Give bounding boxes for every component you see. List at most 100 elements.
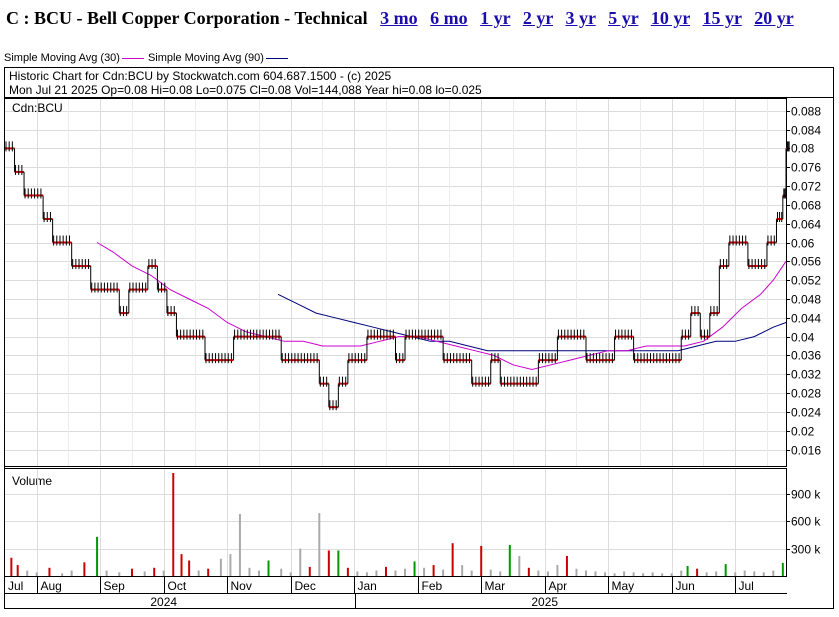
month-label: Mar [485,579,506,593]
volume-bar [772,570,775,576]
legend-sma90-label: Simple Moving Avg (90) [147,52,264,64]
range-link-2yr[interactable]: 2 yr [522,8,554,28]
volume-bar [289,572,292,576]
price-tick-label: 0.076 [791,161,821,175]
volume-bar [162,570,165,576]
month-label: Sep [104,579,126,593]
volume-bar [461,565,464,576]
range-link-5yr[interactable]: 5 yr [608,8,639,28]
volume-bar [346,567,349,576]
price-tick-label: 0.048 [791,293,821,307]
volume-bar [584,570,587,576]
range-link-10yr[interactable]: 10 yr [650,8,691,28]
month-label: Jan [358,579,377,593]
info-line-2: Mon Jul 21 2025 Op=0.08 Hi=0.08 Lo=0.075… [9,83,482,97]
month-label: Feb [422,579,443,593]
volume-bar [16,565,19,576]
volume-bar [356,571,359,576]
price-grid [5,99,786,466]
page-title-bar: C : BCU - Bell Copper Corporation - Tech… [6,8,794,29]
volume-bar [480,545,483,576]
price-tick-label: 0.024 [791,406,821,420]
volume-bar [105,570,108,576]
price-tick-label: 0.068 [791,199,821,213]
volume-bar [623,571,626,576]
price-y-axis: 0.088 0.084 0.08 0.076 0.072 0.068 0.064 0.06 0.… [786,105,821,458]
volume-bar [153,567,156,576]
month-label: Jun [676,579,695,593]
volume-bar [518,555,521,576]
volume-bar [546,571,549,576]
range-link-3yr[interactable]: 3 yr [565,8,596,28]
volume-bar [394,570,397,576]
volume-bar [10,557,13,576]
volume-tick-label: 900 k [791,488,821,502]
price-panel-label: Cdn:BCU [12,101,63,115]
volume-bar [781,562,784,576]
volume-bar [197,570,200,576]
volume-bar [318,513,321,576]
volume-bar [308,566,311,576]
volume-bar [280,568,283,576]
page-title: C : BCU - Bell Copper Corporation - Tech… [6,8,368,28]
volume-bar [508,545,511,576]
volume-bar [248,567,251,576]
volume-bar [35,572,38,576]
price-tick-label: 0.032 [791,368,821,382]
volume-bar [299,548,302,576]
month-label: Nov [231,579,252,593]
volume-bar [172,473,175,576]
volume-bar [70,570,73,576]
range-link-3mo[interactable]: 3 mo [380,8,418,28]
volume-bar [762,572,765,576]
price-tick-label: 0.08 [791,142,815,156]
price-tick-label: 0.02 [791,425,815,439]
volume-bar [753,571,756,576]
volume-bar [365,572,368,576]
legend-sma30-swatch [121,57,144,59]
volume-bar [651,572,654,576]
range-link-6mo[interactable]: 6 mo [430,8,468,28]
sma90-line-group [277,293,787,352]
month-label: Oct [168,579,187,593]
volume-y-axis: 900 k 600 k 300 k [786,488,821,557]
year-label: 2025 [531,595,558,609]
volume-bar [499,571,502,576]
range-link-1yr[interactable]: 1 yr [480,8,511,28]
volume-bar [613,573,616,576]
volume-bar [61,573,64,576]
volume-bar [632,572,635,576]
volume-bars [10,473,784,576]
volume-bar [575,568,578,576]
volume-bar [180,554,183,576]
volume-bar [442,569,445,576]
volume-bar [451,543,454,576]
range-link-20yr[interactable]: 20 yr [754,8,794,28]
price-tick-label: 0.088 [791,105,821,119]
volume-bar [686,565,689,576]
volume-bar [670,573,673,576]
volume-bar [83,562,86,576]
volume-bar [257,570,260,576]
volume-bar [423,567,426,576]
volume-bar [143,571,146,576]
volume-bar [661,573,664,576]
volume-bar [565,555,568,576]
volume-bar [375,570,378,576]
volume-bar [96,536,99,576]
volume-bar [413,561,416,576]
month-label: Jul [8,579,23,593]
price-tick-label: 0.044 [791,312,821,326]
price-tick-label: 0.072 [791,180,821,194]
volume-bar [724,564,727,576]
volume-tick-label: 600 k [791,515,821,529]
year-labels: 2024 2025 [150,595,558,609]
volume-bar [470,570,473,576]
volume-bar [267,560,270,576]
volume-bar [680,570,683,576]
volume-bar [734,572,737,576]
range-link-15yr[interactable]: 15 yr [702,8,742,28]
volume-bar [705,572,708,576]
volume-bar [489,569,492,576]
